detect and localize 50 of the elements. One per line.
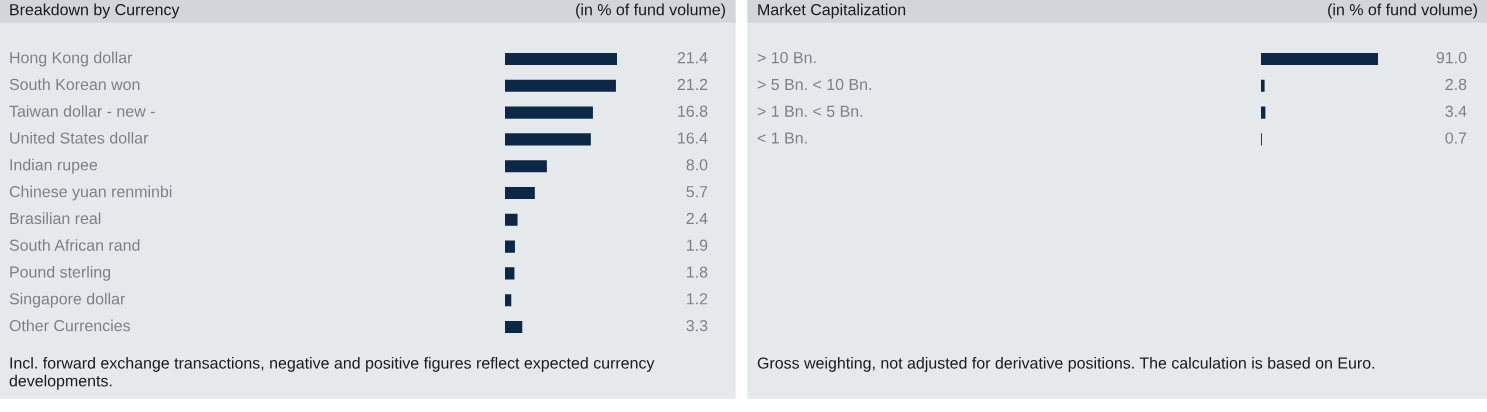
data-label: 16.8 <box>678 105 708 117</box>
bar <box>505 213 518 226</box>
bar <box>505 240 515 253</box>
y-tick-label: Taiwan dollar - new - <box>9 105 155 117</box>
y-tick-label: > 1 Bn. < 5 Bn. <box>757 105 863 117</box>
y-tick-label: Chinese yuan renminbi <box>9 185 172 201</box>
data-label: 5.7 <box>686 186 708 198</box>
chart-subtitle: (in % of fund volume) <box>1328 3 1478 19</box>
data-label: 3.3 <box>686 319 708 332</box>
bar <box>505 294 512 307</box>
bar <box>505 320 523 334</box>
y-tick-label: Other Currencies <box>9 319 131 332</box>
data-label: 8.0 <box>686 159 708 171</box>
bar <box>1261 79 1265 92</box>
y-tick-label: United States dollar <box>10 131 149 144</box>
data-label: 0.7 <box>1445 132 1467 144</box>
y-tick-label: Indian rupee <box>10 158 98 174</box>
data-label: 21.2 <box>677 78 708 90</box>
bar <box>505 106 593 119</box>
y-tick-label: South Korean won <box>9 78 140 91</box>
bar <box>1261 52 1378 66</box>
y-tick-label: South African rand <box>9 239 140 251</box>
bar <box>1261 106 1266 119</box>
bar <box>505 160 547 173</box>
bar <box>505 186 535 200</box>
y-tick-label: Hong Kong dollar <box>10 51 133 67</box>
text: (in % of fund volume) <box>576 3 726 19</box>
bar <box>505 133 591 146</box>
data-label: 1.8 <box>687 266 708 278</box>
text: Breakdown by Currency <box>10 3 180 19</box>
data-label: 16.4 <box>678 132 708 144</box>
y-tick-label: > 5 Bn. < 10 Bn. <box>757 78 871 91</box>
text: Gross weighting, not adjusted for derivative positions. The calculation is based on Euro. <box>757 357 1375 372</box>
data-label: 2.8 <box>1445 78 1467 91</box>
y-tick-label: Brasilian real <box>10 212 101 225</box>
data-label: 21.4 <box>677 51 708 64</box>
y-tick-label: Singapore dollar <box>9 292 126 308</box>
text: Market Capitalization <box>758 3 906 19</box>
data-label: 91.0 <box>1436 51 1467 64</box>
y-tick-label: > 10 Bn. <box>757 51 816 64</box>
data-label: 3.4 <box>1445 105 1467 117</box>
bar <box>505 267 515 280</box>
data-label: 1.9 <box>687 239 708 251</box>
bar <box>505 79 616 92</box>
y-tick-label: Pound sterling <box>10 265 111 281</box>
data-label: 1.2 <box>687 293 708 305</box>
data-label: 2.4 <box>686 212 708 224</box>
y-tick-label: < 1 Bn. <box>757 132 807 144</box>
bar <box>505 52 617 66</box>
text: Incl. forward exchange transactions, negative and positive figures reflect expected currency developments. <box>9 357 655 390</box>
